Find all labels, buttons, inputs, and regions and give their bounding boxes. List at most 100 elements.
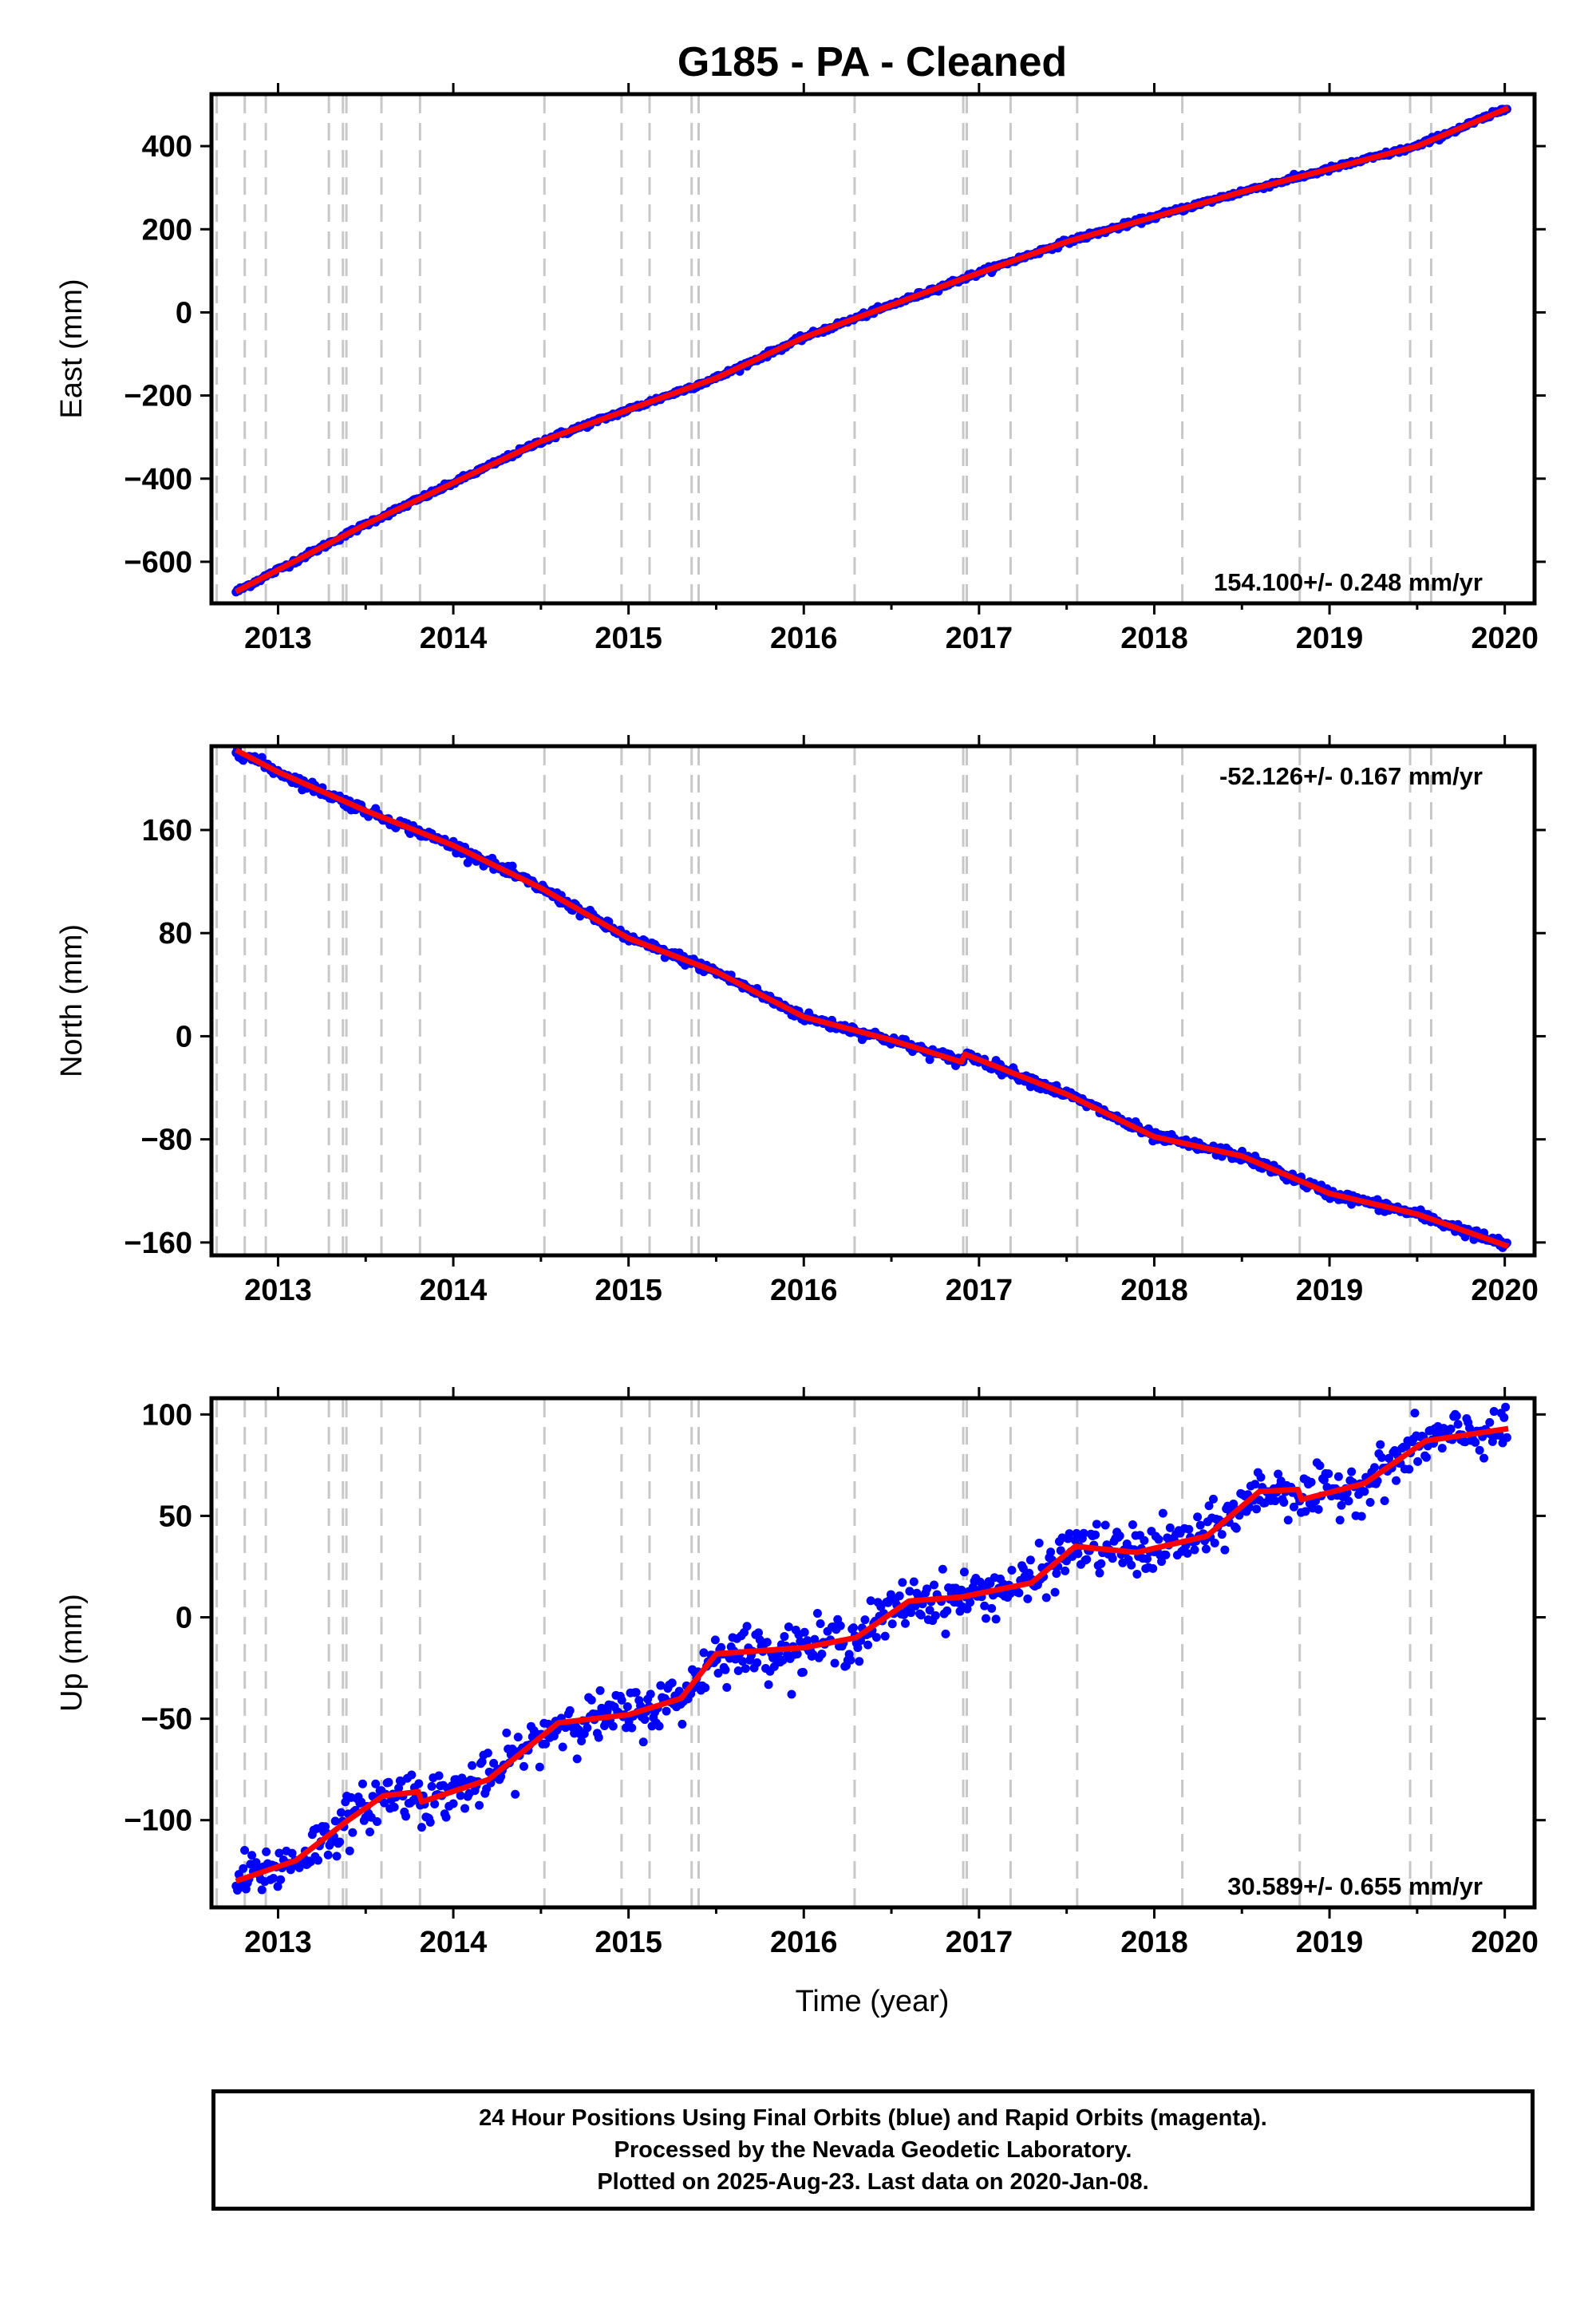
data-point [1333, 1472, 1343, 1481]
data-point [519, 1761, 528, 1771]
data-point [816, 1619, 825, 1629]
x-tick-label: 2020 [1471, 622, 1539, 655]
data-point [981, 1614, 990, 1623]
data-point [942, 1606, 952, 1615]
data-point [1344, 1496, 1353, 1506]
data-point [1128, 1520, 1137, 1529]
y-axis-label: North (mm) [55, 924, 89, 1077]
x-tick-label: 2019 [1296, 1274, 1364, 1307]
data-point [1499, 1413, 1509, 1422]
data-point [1127, 1560, 1136, 1570]
data-point [1220, 1545, 1230, 1555]
data-point [962, 1604, 972, 1614]
x-tick-label: 2014 [420, 622, 488, 655]
data-point [753, 1628, 763, 1638]
data-point [287, 1848, 297, 1858]
data-point [595, 1686, 605, 1695]
data-point [640, 1715, 650, 1725]
data-point [434, 1771, 444, 1780]
plot-frame [209, 744, 1537, 1258]
data-point [365, 1828, 374, 1837]
data-point [1140, 1535, 1149, 1545]
data-point [742, 1622, 752, 1631]
data-point [701, 1683, 710, 1693]
data-point [957, 1585, 966, 1595]
data-point [1360, 1487, 1369, 1496]
data-point [448, 1799, 458, 1808]
x-tick-label: 2018 [1120, 622, 1188, 655]
data-point [330, 1816, 340, 1826]
y-tick-label: 0 [176, 296, 192, 330]
data-point [401, 1812, 411, 1821]
data-point [667, 1678, 677, 1688]
x-tick-label: 2019 [1296, 1926, 1364, 1959]
data-point [384, 1777, 393, 1787]
data-point [812, 1609, 822, 1618]
footer-box: 24 Hour Positions Using Final Orbits (bl… [211, 2089, 1535, 2211]
y-tick-label: 80 [159, 917, 192, 951]
data-point [1465, 1423, 1475, 1433]
data-point [483, 1749, 492, 1758]
data-point [898, 1578, 907, 1587]
data-point [1183, 1548, 1192, 1558]
data-point [373, 1817, 382, 1827]
data-point [1392, 1476, 1401, 1485]
data-point [594, 1733, 603, 1742]
data-point [1072, 1528, 1081, 1538]
model-fit-line [235, 747, 1510, 1249]
data-point [1201, 1544, 1211, 1554]
data-point [1025, 1555, 1035, 1565]
data-point [1092, 1520, 1101, 1529]
data-point [1274, 1469, 1283, 1479]
data-point [1091, 1530, 1100, 1539]
x-tick-label: 2020 [1471, 1274, 1539, 1307]
y-tick-label: 200 [142, 213, 192, 247]
data-point [930, 1580, 939, 1590]
data-point [1079, 1528, 1088, 1538]
data-point [321, 1822, 330, 1832]
x-tick-label: 2014 [420, 1926, 488, 1959]
y-tick-label: −600 [124, 546, 192, 579]
data-point [1410, 1409, 1420, 1418]
data-point [508, 861, 517, 871]
y-tick-label: 0 [176, 1020, 192, 1053]
data-point [1489, 1407, 1499, 1417]
data-point [803, 1636, 812, 1646]
data-point [441, 1812, 451, 1822]
data-point [513, 1733, 523, 1742]
data-point [1096, 1559, 1106, 1568]
data-point [345, 1846, 354, 1856]
x-tick-label: 2016 [770, 1274, 838, 1307]
data-point [1377, 1452, 1387, 1462]
data-point [887, 1619, 897, 1629]
data-point [1184, 1524, 1194, 1534]
data-point [911, 1601, 920, 1611]
data-point [1046, 1547, 1056, 1557]
x-tick-label: 2017 [946, 1274, 1013, 1307]
data-point [930, 1611, 940, 1620]
data-point [247, 1851, 257, 1860]
data-point [738, 1657, 748, 1666]
data-point [1357, 1512, 1366, 1521]
data-point [511, 1789, 520, 1799]
data-point [380, 1798, 389, 1808]
data-point [800, 1627, 809, 1637]
data-point [468, 1761, 477, 1770]
data-point [502, 1728, 512, 1737]
data-point [792, 1649, 802, 1658]
x-tick-label: 2018 [1120, 1926, 1188, 1959]
x-tick-label: 2015 [595, 622, 662, 655]
data-point [925, 1055, 934, 1065]
data-point [1073, 1549, 1083, 1559]
data-point [414, 1779, 424, 1788]
data-point [1347, 1467, 1357, 1476]
data-point [460, 1804, 470, 1813]
data-point [587, 1695, 596, 1705]
data-point [275, 1848, 284, 1858]
x-tick-label: 2017 [946, 622, 1013, 655]
data-point [314, 1856, 323, 1865]
data-point [830, 1658, 839, 1668]
data-point [1190, 1545, 1199, 1555]
data-point [1446, 1425, 1456, 1434]
data-point [787, 1690, 796, 1699]
